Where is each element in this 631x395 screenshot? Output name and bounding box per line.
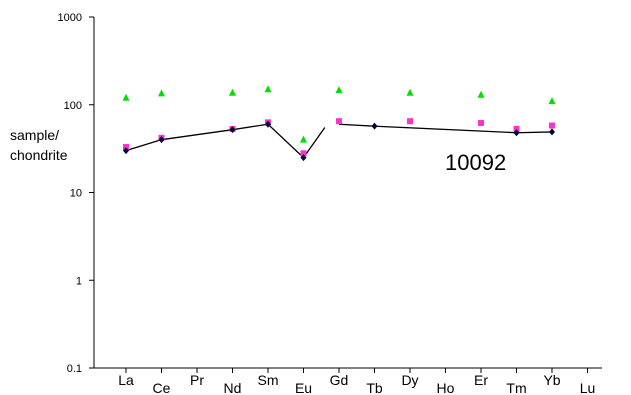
x-tick-label-dy: Dy: [401, 372, 418, 388]
x-tick-label-tm: Tm: [506, 380, 526, 395]
y-ticks: 0.1 1 10 100 1000: [58, 12, 94, 375]
series-0-point-gd: [335, 86, 343, 94]
series-2-line-segment-0: [125, 123, 326, 159]
y-axis-label-line-2: chondrite: [10, 147, 68, 163]
series-1-point-yb: [549, 122, 555, 129]
series-2-point-eu: [300, 154, 307, 162]
series-1-point-tm: [513, 125, 520, 132]
series-0-point-eu: [300, 135, 307, 143]
y-axis-label-line-1: sample/: [10, 127, 59, 143]
x-tick-label-tb: Tb: [366, 380, 383, 395]
x-tick-label-nd: Nd: [224, 380, 242, 395]
series-1-point-dy: [407, 118, 413, 125]
series-1-point-er: [478, 119, 484, 126]
x-tick-label-er: Er: [474, 372, 488, 388]
x-tick-label-yb: Yb: [543, 372, 560, 388]
x-tick-label-lu: Lu: [580, 380, 596, 395]
sample-annotation: 10092: [445, 150, 506, 175]
y-tick-label: 0.1: [67, 363, 82, 375]
series-markers: [122, 85, 556, 162]
y-tick-label: 10: [70, 188, 82, 200]
series-2-point-tm: [513, 129, 520, 137]
series-0-point-nd: [229, 88, 236, 96]
series-1-point-la: [123, 144, 129, 151]
series-0-point-sm: [264, 85, 272, 93]
series-2-point-nd: [229, 126, 236, 134]
series-2-point-la: [123, 147, 129, 155]
series-2-point-sm: [265, 120, 271, 128]
x-tick-label-ho: Ho: [437, 380, 455, 395]
series-0-point-la: [122, 93, 130, 101]
series-1-point-eu: [300, 150, 307, 157]
y-tick-label: 100: [64, 100, 82, 112]
series-lines: [125, 123, 553, 159]
series-2-line-segment-1: [338, 123, 553, 134]
series-1-point-gd: [336, 118, 342, 125]
series-2-point-yb: [549, 128, 555, 136]
series-0-point-yb: [548, 97, 556, 105]
y-tick-label: 1: [76, 275, 82, 287]
axes: [93, 17, 602, 369]
y-tick-label: 1000: [58, 12, 82, 24]
series-2-point-tb: [371, 122, 378, 130]
x-tick-label-sm: Sm: [258, 372, 279, 388]
series-0-point-ce: [158, 89, 165, 97]
x-tick-label-gd: Gd: [330, 372, 349, 388]
x-tick-labels: La Ce Pr Nd Sm Eu Gd Tb Dy Ho Er Tm Yb Lu: [118, 368, 595, 395]
series-2-point-ce: [158, 136, 165, 144]
x-tick-label-la: La: [118, 372, 134, 388]
x-tick-label-pr: Pr: [190, 372, 204, 388]
series-0-point-dy: [406, 88, 414, 96]
x-tick-label-ce: Ce: [153, 380, 171, 395]
x-tick-label-eu: Eu: [295, 380, 312, 395]
series-0-point-er: [477, 90, 485, 98]
